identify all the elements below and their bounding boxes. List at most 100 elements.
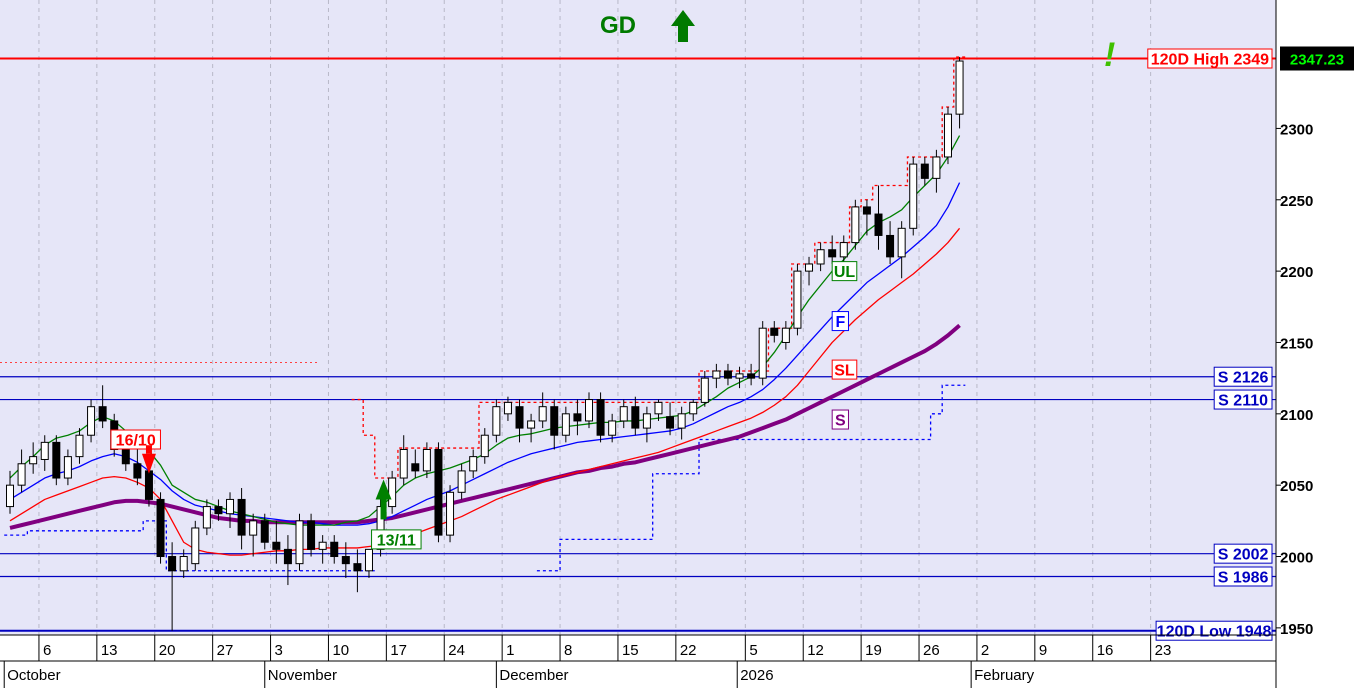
candle	[422, 442, 431, 479]
candle	[29, 442, 38, 474]
mid-line	[9, 182, 961, 526]
last-price-badge: 2347.23	[1280, 46, 1354, 71]
candle-up	[179, 556, 188, 572]
signal-label-sell-text: 16/10	[116, 433, 156, 450]
candle	[932, 149, 941, 193]
signal-label-buy: 13/11	[371, 529, 422, 550]
candle-up	[87, 406, 96, 436]
candle-down	[411, 463, 420, 472]
candle-up	[469, 456, 478, 472]
candle-up	[839, 242, 848, 258]
candle	[527, 413, 536, 443]
candle-up	[422, 448, 431, 472]
candle	[781, 321, 790, 350]
candle-up	[735, 373, 744, 379]
exclamation-icon: !	[1104, 36, 1115, 74]
line-label-mid: F	[831, 311, 849, 332]
candle-up	[793, 270, 802, 329]
candle	[434, 442, 443, 543]
candle-up	[40, 441, 49, 460]
candle-up	[75, 434, 84, 458]
candle-down	[260, 520, 269, 543]
y-tick-label: 2100	[1280, 407, 1313, 424]
candle	[446, 485, 455, 543]
x-tick-label: 3	[275, 642, 283, 659]
candle-up	[492, 406, 501, 436]
candle	[6, 470, 14, 514]
candle-up	[689, 401, 698, 415]
candle	[689, 399, 698, 421]
candle	[226, 492, 235, 528]
candle	[492, 399, 501, 443]
candle-down	[920, 163, 929, 179]
candle-down	[353, 563, 362, 572]
candle-up	[654, 401, 663, 415]
x-tick-label: 10	[332, 642, 349, 659]
candle-up	[226, 498, 235, 515]
candle	[98, 385, 107, 429]
candle	[561, 406, 570, 443]
candle-down	[886, 234, 895, 258]
signal-label-buy-box	[371, 529, 422, 550]
candle-up	[480, 434, 489, 458]
candle-down	[144, 470, 153, 500]
candle-up	[295, 520, 304, 565]
candle	[330, 535, 339, 564]
candle-up	[63, 456, 72, 479]
candle	[260, 513, 269, 550]
y-axis: 1950 2000 2050 2100 2150 2200 2250 2300 2347.23	[1275, 0, 1354, 688]
candle	[642, 406, 651, 443]
candle-up	[446, 491, 455, 536]
candle	[364, 548, 373, 578]
x-tick-label: 16	[1097, 642, 1114, 659]
candle-down	[770, 327, 779, 336]
candle	[75, 428, 84, 464]
line-label-upper-box	[831, 261, 858, 282]
y-tick-label: 2300	[1280, 121, 1313, 138]
candle	[585, 392, 593, 429]
slow-line	[9, 323, 961, 530]
hline-label-box	[1213, 566, 1273, 587]
x-tick-label: 9	[1039, 642, 1047, 659]
x-tick-label: 2	[981, 642, 989, 659]
candle	[666, 402, 675, 436]
candle	[712, 363, 721, 389]
candle	[249, 513, 258, 557]
candle	[202, 499, 211, 536]
candle-down	[573, 413, 582, 422]
candle-up	[399, 448, 408, 479]
candle	[515, 399, 524, 443]
candle-up	[677, 413, 686, 429]
candle	[52, 435, 61, 486]
hline-label: 120D Low 1948	[1155, 620, 1273, 641]
candle	[677, 406, 686, 440]
candle	[596, 392, 605, 443]
x-axis: 6 13 20 27 3 10 17 24 1 8 15 22 5 12 19 26 2 9 16 23 October…	[0, 634, 1276, 688]
candle-up	[758, 327, 767, 379]
hline-label-text: S 2126	[1218, 370, 1269, 387]
candle	[550, 399, 559, 450]
signal-label-buy-text: 13/11	[377, 532, 416, 549]
hline-label-text: S 2110	[1218, 393, 1268, 410]
hline-label: S 1986	[1213, 566, 1273, 587]
candle	[168, 542, 177, 631]
x-tick-label: 8	[564, 642, 572, 659]
candle-up	[538, 406, 547, 422]
candle-up	[561, 413, 570, 436]
line-label-slow-text: S	[835, 413, 846, 430]
candle	[503, 396, 512, 421]
candle	[862, 199, 871, 236]
x-tick-label: 26	[923, 642, 940, 659]
candle-down	[272, 541, 281, 550]
candle-up	[388, 477, 397, 508]
candle	[283, 535, 292, 586]
candle	[399, 435, 408, 486]
hline-label-box	[1213, 543, 1273, 564]
candle	[828, 235, 837, 264]
line-label-upper: UL	[831, 261, 858, 282]
candle	[735, 366, 744, 389]
candle	[457, 463, 466, 500]
candle	[40, 435, 49, 471]
x-tick-label: 22	[680, 642, 697, 659]
candle-down	[133, 463, 142, 479]
